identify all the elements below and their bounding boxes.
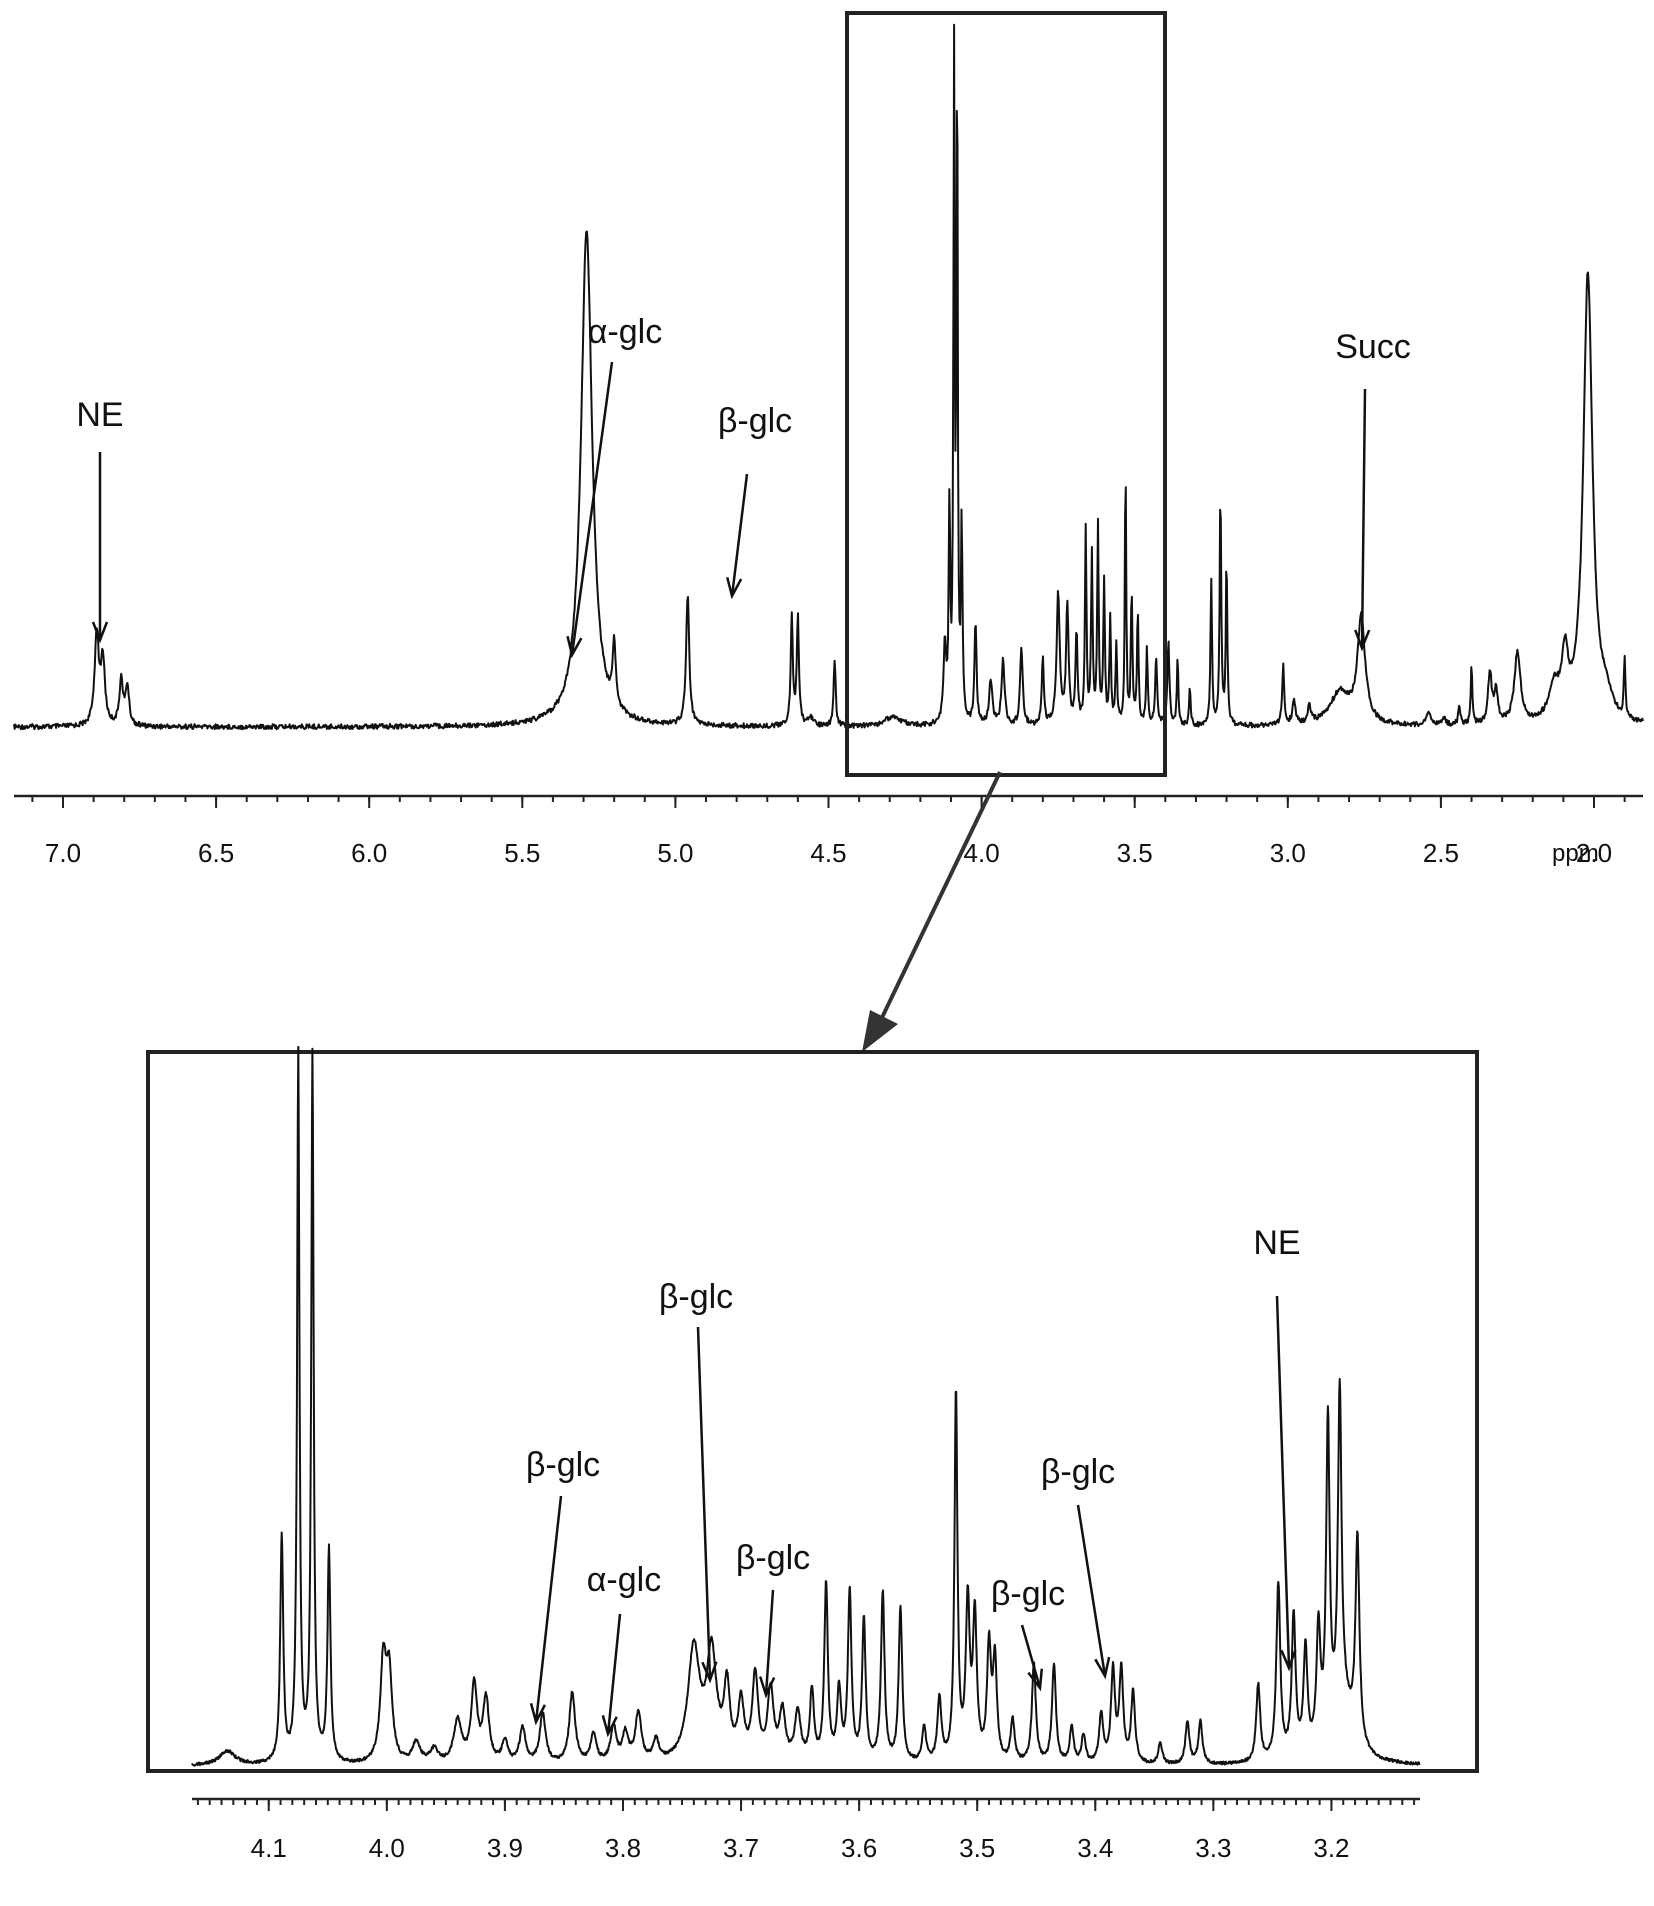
expanded-spectrum-ticks — [196, 1799, 1416, 1811]
peak-annotation-label: α-glc — [588, 313, 662, 351]
expanded-spectrum-panel: 4.1 4.0 3.9 3.8 3.7 3.6 3.5 3.4 3.3 3.2 β-glc α-gl… — [146, 1045, 1479, 1863]
peak-annotation-label: β-glc — [659, 1278, 733, 1316]
tick-label: 3.0 — [1270, 838, 1306, 868]
peak-annotation-label: β-glc — [718, 402, 792, 440]
tick-label: 4.5 — [810, 838, 846, 868]
full-spectrum-trace — [13, 23, 1644, 731]
peak-annotation-arrow — [1020, 1624, 1042, 1689]
peak-annotation-label: NE — [76, 396, 123, 434]
tick-label: 3.6 — [841, 1833, 877, 1863]
tick-label: 3.5 — [959, 1833, 995, 1863]
arrow-head — [1027, 1668, 1044, 1692]
zoom-region-frame — [845, 11, 1167, 777]
arrow-head — [91, 621, 109, 644]
full-spectrum-ticks — [31, 796, 1626, 808]
tick-label: 6.5 — [198, 838, 234, 868]
peak-annotation-arrow — [696, 1326, 712, 1681]
arrow-head — [529, 1703, 547, 1726]
peak-annotation-label: β-glc — [1041, 1453, 1115, 1491]
tick-label: 3.2 — [1313, 1833, 1349, 1863]
peak-annotation-arrow — [606, 1613, 622, 1735]
full-spectrum-tick-labels: 7.0 6.5 6.0 5.5 5.0 4.5 4.0 3.5 3.0 2.5 2.0 — [45, 838, 1612, 868]
zoom-arrow — [862, 771, 1002, 1052]
peak-annotation-label: NE — [1253, 1224, 1300, 1262]
tick-label: 3.5 — [1117, 838, 1153, 868]
expanded-panel-frame — [146, 1050, 1479, 1773]
tick-label: 2.5 — [1423, 838, 1459, 868]
arrow-head — [601, 1715, 618, 1738]
tick-label: 3.9 — [487, 1833, 523, 1863]
peak-annotation-label: β-glc — [991, 1575, 1065, 1613]
peak-annotation-arrow — [534, 1495, 563, 1723]
arrow-head — [1280, 1649, 1297, 1672]
arrow-head — [701, 1661, 718, 1684]
peak-annotation-label: β-glc — [526, 1446, 600, 1484]
full-spectrum-panel: 7.0 6.5 6.0 5.5 5.0 4.5 4.0 3.5 3.0 2.5 2.0 ppm NE… — [13, 23, 1644, 868]
expanded-spectrum-annotations: β-glc α-glc β-glc β-glc β-glc β-glc NE — [526, 1224, 1301, 1738]
arrow-head — [566, 635, 583, 659]
expanded-spectrum-trace — [191, 1045, 1421, 1767]
tick-label: 5.5 — [504, 838, 540, 868]
peak-annotation-label: β-glc — [736, 1539, 810, 1577]
peak-annotation-label: Succ — [1335, 328, 1411, 366]
full-spectrum-annotations: NE α-glc β-glc Succ — [76, 313, 1411, 659]
peak-annotation-arrow — [570, 361, 614, 656]
peak-annotation-arrow — [1275, 1295, 1291, 1669]
tick-label: 4.0 — [369, 1833, 405, 1863]
tick-label: 4.1 — [251, 1833, 287, 1863]
arrow-head — [1354, 629, 1371, 652]
arrow-head — [759, 1676, 776, 1699]
arrow-head — [726, 576, 743, 600]
full-spectrum-unit-label: ppm — [1552, 840, 1599, 867]
tick-label: 3.8 — [605, 1833, 641, 1863]
peak-annotation-arrow — [764, 1589, 775, 1696]
arrow-head — [1094, 1656, 1111, 1680]
peak-annotation-label: α-glc — [587, 1561, 661, 1599]
tick-label: 5.0 — [657, 838, 693, 868]
expanded-spectrum-tick-labels: 4.1 4.0 3.9 3.8 3.7 3.6 3.5 3.4 3.3 3.2 — [251, 1833, 1350, 1863]
tick-label: 7.0 — [45, 838, 81, 868]
tick-label: 2.0 — [1576, 838, 1612, 868]
tick-label: 3.7 — [723, 1833, 759, 1863]
tick-label: 4.0 — [964, 838, 1000, 868]
peak-annotation-arrow — [730, 473, 749, 597]
tick-label: 6.0 — [351, 838, 387, 868]
peak-annotation-arrow — [1360, 388, 1367, 649]
tick-label: 3.4 — [1077, 1833, 1113, 1863]
peak-annotation-arrow — [1076, 1504, 1107, 1677]
tick-label: 3.3 — [1195, 1833, 1231, 1863]
